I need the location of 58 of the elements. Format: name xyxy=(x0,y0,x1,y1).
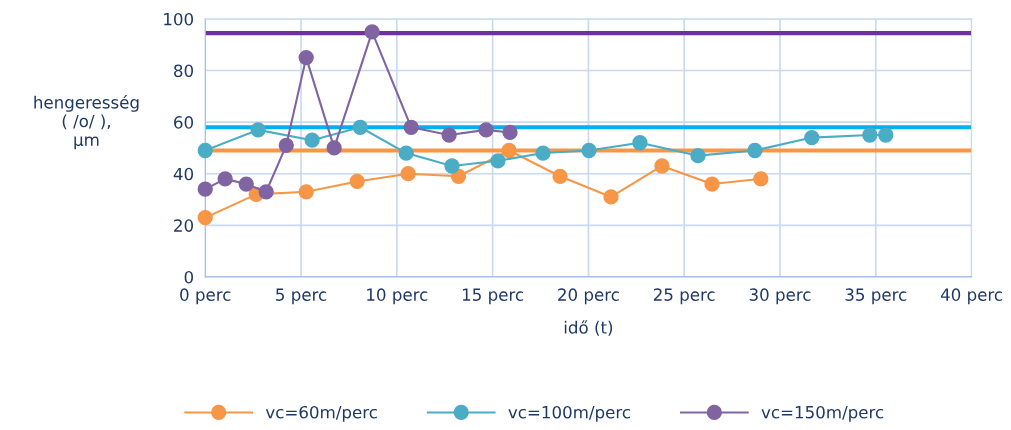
point xyxy=(278,137,294,153)
point xyxy=(632,135,648,151)
x-tick-label: 0 perc xyxy=(180,288,231,305)
point xyxy=(352,119,368,135)
point xyxy=(349,173,365,190)
legend-label: vc=150m/perc xyxy=(761,405,884,422)
point xyxy=(238,176,254,192)
y-tick-label: 60 xyxy=(174,116,194,129)
point xyxy=(441,127,457,143)
point xyxy=(501,142,517,159)
point xyxy=(502,124,518,141)
x-tick-label: 35 perc xyxy=(845,288,907,305)
legend-label: vc=100m/perc xyxy=(508,405,630,422)
point xyxy=(747,142,763,159)
x-axis-title: idő (t) xyxy=(564,320,613,336)
point xyxy=(398,145,414,161)
point xyxy=(478,122,494,138)
point xyxy=(400,166,416,182)
y-tick-label: 100 xyxy=(164,12,194,26)
y-axis-title: hengeresség ( /o/ ), µm xyxy=(34,95,139,150)
point xyxy=(403,119,419,135)
point xyxy=(753,171,769,187)
point xyxy=(862,127,878,143)
x-tick-label: 25 perc xyxy=(653,288,715,305)
point xyxy=(581,142,597,159)
point xyxy=(364,24,380,40)
point xyxy=(654,158,670,174)
point xyxy=(490,153,506,169)
x-tick-label: 15 perc xyxy=(462,288,524,305)
point xyxy=(258,184,274,200)
point xyxy=(298,49,314,66)
x-tick-label: 20 perc xyxy=(558,288,619,305)
point xyxy=(304,132,320,148)
point xyxy=(690,148,706,164)
y-tick-label: 0 xyxy=(184,270,194,284)
point xyxy=(704,176,720,192)
y-tick-label: 20 xyxy=(174,219,194,232)
point xyxy=(603,189,619,205)
point xyxy=(298,184,314,200)
point xyxy=(450,168,467,184)
point xyxy=(197,181,213,197)
point xyxy=(552,168,568,184)
point xyxy=(197,142,213,159)
point xyxy=(535,145,551,161)
x-tick-label: 30 perc xyxy=(749,288,811,305)
point xyxy=(878,127,894,143)
point xyxy=(250,122,266,138)
point xyxy=(326,140,342,156)
x-tick-label: 10 perc xyxy=(367,288,428,305)
y-tick-label: 40 xyxy=(173,167,194,181)
x-tick-label: 40 perc xyxy=(940,288,1003,305)
y-tick-label: 80 xyxy=(174,64,194,78)
legend-label: vc=60m/perc xyxy=(265,405,377,422)
point xyxy=(217,171,233,187)
point xyxy=(804,129,820,146)
point xyxy=(197,209,213,226)
point xyxy=(444,158,460,174)
x-tick-label: 5 perc xyxy=(276,288,327,305)
